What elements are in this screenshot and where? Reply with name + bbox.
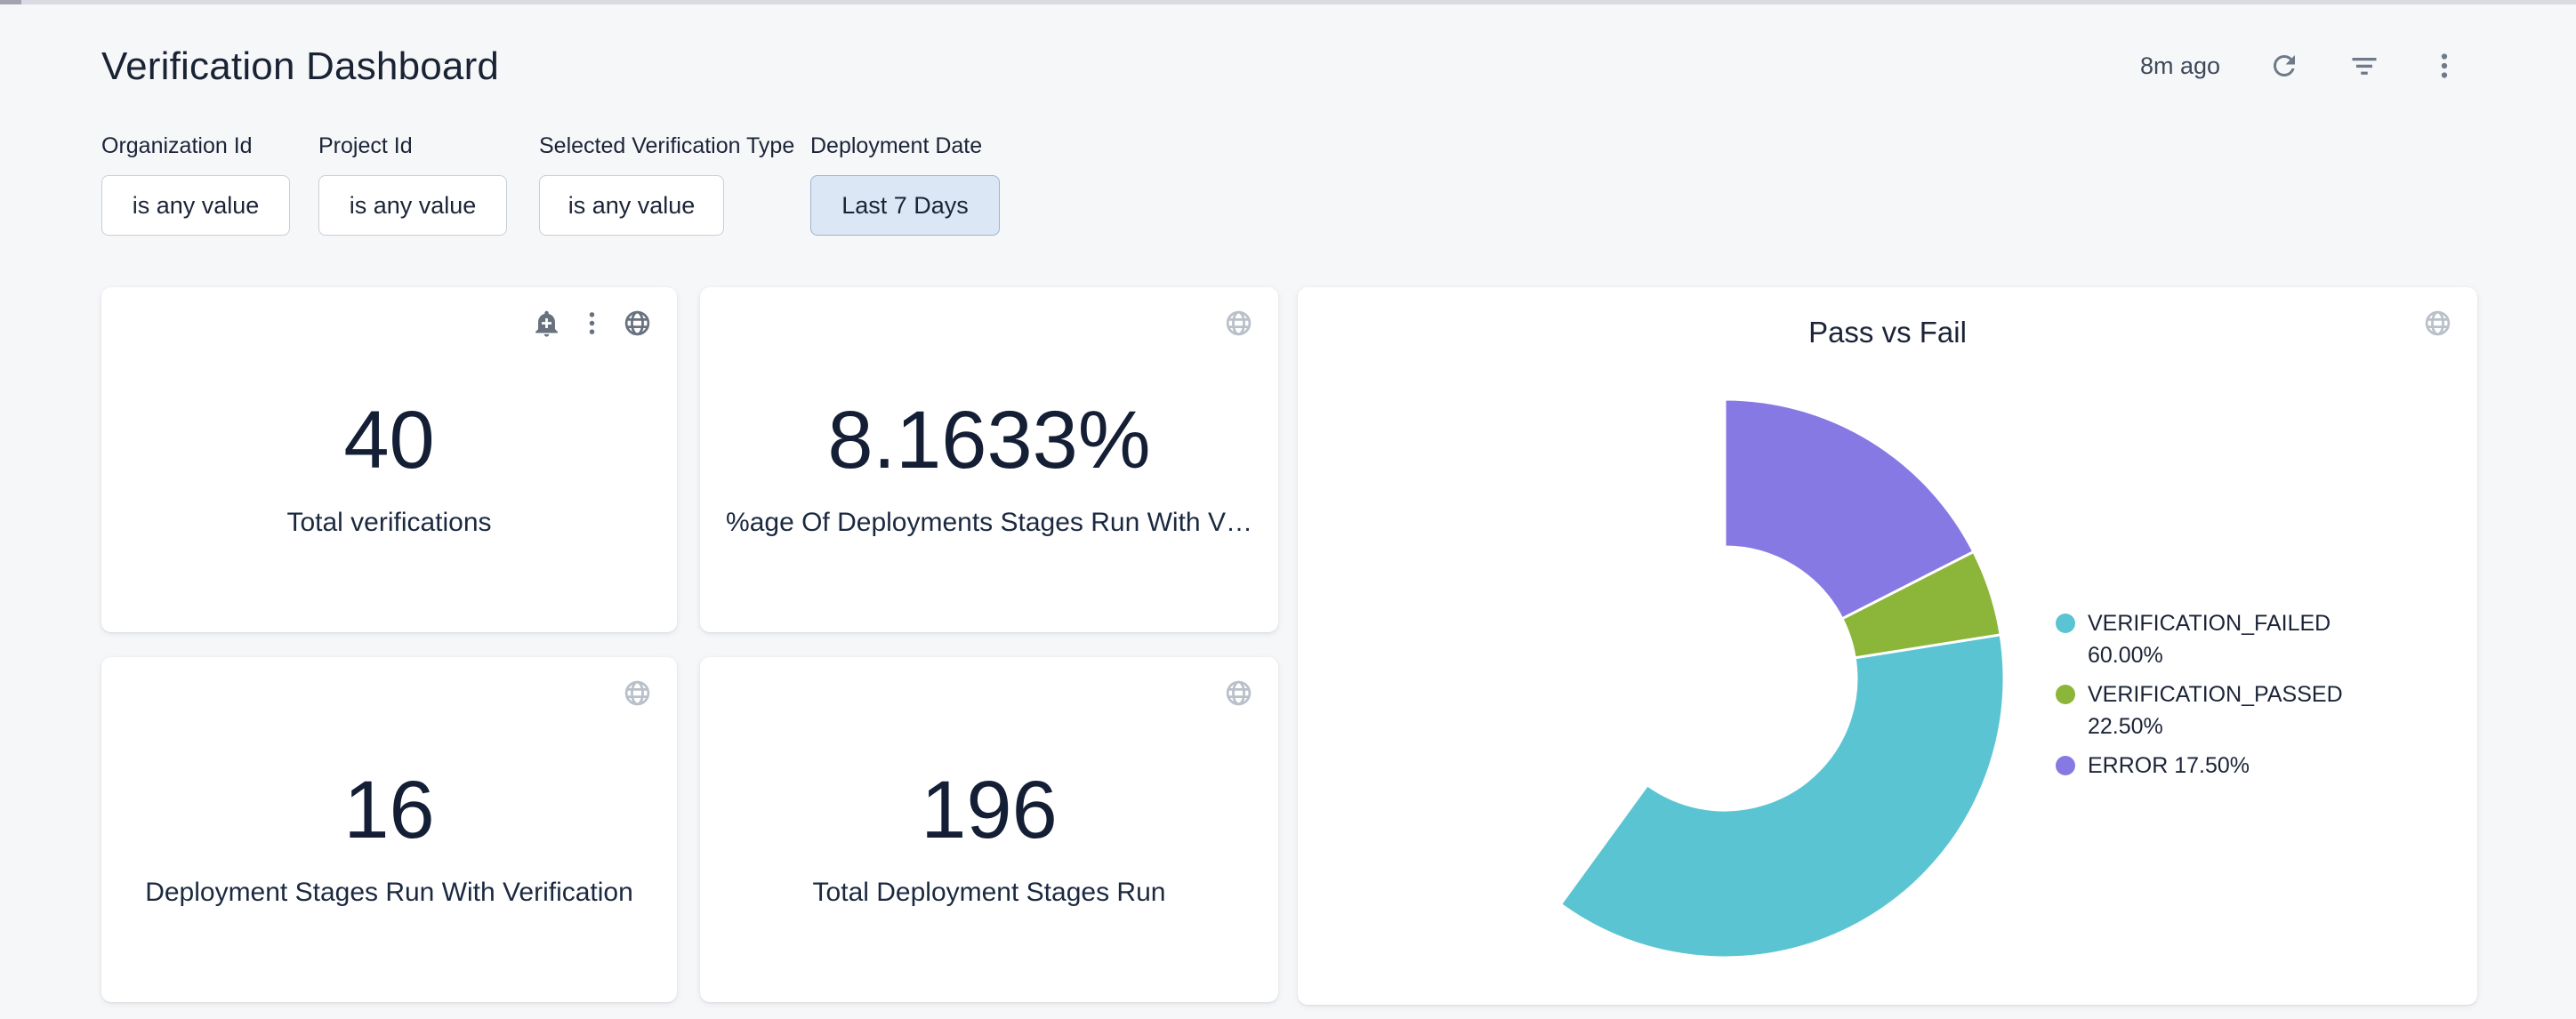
tile-value: 40 xyxy=(343,399,434,481)
window-top-edge xyxy=(0,0,2576,4)
legend-item-verification-passed[interactable]: VERIFICATION_PASSED 22.50% xyxy=(2056,678,2359,742)
globe-icon[interactable] xyxy=(2423,309,2452,338)
chart-title: Pass vs Fail xyxy=(1298,316,2477,349)
tile-label: Total Deployment Stages Run xyxy=(813,878,1166,908)
filter-value-button[interactable]: Last 7 Days xyxy=(810,175,1000,236)
filter-project-id: Project Id is any value xyxy=(318,133,507,236)
tile-stages-run-with-verification: 16 Deployment Stages Run With Verificati… xyxy=(101,657,677,1002)
more-options-icon[interactable] xyxy=(2428,50,2460,82)
filter-label: Deployment Date xyxy=(810,133,1000,159)
page-title: Verification Dashboard xyxy=(101,44,499,89)
filter-organization-id: Organization Id is any value xyxy=(101,133,290,236)
filter-label: Project Id xyxy=(318,133,507,159)
legend-item-error[interactable]: ERROR 17.50% xyxy=(2056,750,2359,782)
chart-legend: VERIFICATION_FAILED 60.00% VERIFICATION_… xyxy=(2056,607,2359,789)
legend-swatch xyxy=(2056,685,2075,704)
filter-label: Selected Verification Type xyxy=(539,133,794,159)
filter-value-button[interactable]: is any value xyxy=(539,175,724,236)
filter-label: Organization Id xyxy=(101,133,290,159)
header-actions: 8m ago xyxy=(2140,50,2460,82)
tile-value: 8.1633% xyxy=(827,399,1150,481)
filter-value-button[interactable]: is any value xyxy=(101,175,290,236)
legend-swatch xyxy=(2056,756,2075,775)
legend-swatch xyxy=(2056,614,2075,633)
tile-total-verifications: 40 Total verifications xyxy=(101,287,677,632)
last-refresh-time: 8m ago xyxy=(2140,52,2220,80)
tile-pct-stages-with-verification: 8.1633% %age Of Deployments Stages Run W… xyxy=(700,287,1278,632)
legend-label: VERIFICATION_PASSED 22.50% xyxy=(2088,678,2359,742)
donut-chart-svg xyxy=(1437,390,2013,967)
filter-icon[interactable] xyxy=(2348,50,2380,82)
donut-chart[interactable] xyxy=(1437,390,2013,967)
filter-value-button[interactable]: is any value xyxy=(318,175,507,236)
filter-verification-type: Selected Verification Type is any value xyxy=(539,133,794,236)
legend-item-verification-failed[interactable]: VERIFICATION_FAILED 60.00% xyxy=(2056,607,2359,671)
legend-label: ERROR 17.50% xyxy=(2088,750,2359,782)
filter-deployment-date: Deployment Date Last 7 Days xyxy=(810,133,1000,236)
tile-value: 196 xyxy=(921,769,1058,851)
tile-value: 16 xyxy=(343,769,434,851)
tile-total-deployment-stages-run: 196 Total Deployment Stages Run xyxy=(700,657,1278,1002)
pass-vs-fail-chart-card: Pass vs Fail VERIFICATION_FAILED 60.00% … xyxy=(1298,287,2477,1005)
refresh-icon[interactable] xyxy=(2268,50,2300,82)
tile-label: Deployment Stages Run With Verification xyxy=(145,878,633,908)
tile-label: Total verifications xyxy=(286,508,491,538)
legend-label: VERIFICATION_FAILED 60.00% xyxy=(2088,607,2359,671)
tile-label: %age Of Deployments Stages Run With V… xyxy=(726,508,1252,538)
